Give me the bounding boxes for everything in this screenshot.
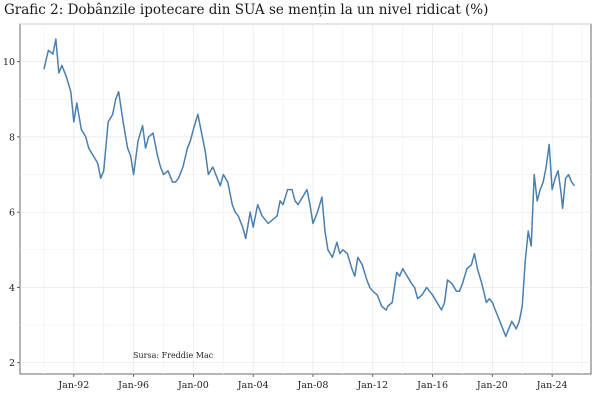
x-tick-label: Jan-16 xyxy=(416,380,448,391)
axes: 2 4 6 8 10 Jan-92 Jan-96 Jan-00 Jan-04 Jan-08 Jan-… xyxy=(3,57,568,391)
y-tick-label: 10 xyxy=(3,57,15,68)
y-tick-label: 4 xyxy=(9,283,15,294)
x-tick-label: Jan-00 xyxy=(177,380,209,391)
x-tick-label: Jan-96 xyxy=(117,380,149,391)
y-tick-label: 6 xyxy=(9,208,15,219)
x-tick-label: Jan-24 xyxy=(536,380,568,391)
x-tick-label: Jan-12 xyxy=(356,380,388,391)
x-tick-label: Jan-04 xyxy=(237,380,269,391)
y-tick-label: 2 xyxy=(9,358,15,369)
y-tick-label: 8 xyxy=(9,132,15,143)
grid xyxy=(20,23,591,374)
x-tick-label: Jan-20 xyxy=(476,380,508,391)
x-tick-label: Jan-08 xyxy=(297,380,329,391)
plot-area xyxy=(19,23,592,375)
chart-title: Grafic 2: Dobânzile ipotecare din SUA se… xyxy=(4,2,489,18)
series-line xyxy=(43,38,576,338)
x-tick-label: Jan-92 xyxy=(57,380,89,391)
series-layer xyxy=(43,38,576,338)
source-note: Sursa: Freddie Mac xyxy=(133,351,214,360)
